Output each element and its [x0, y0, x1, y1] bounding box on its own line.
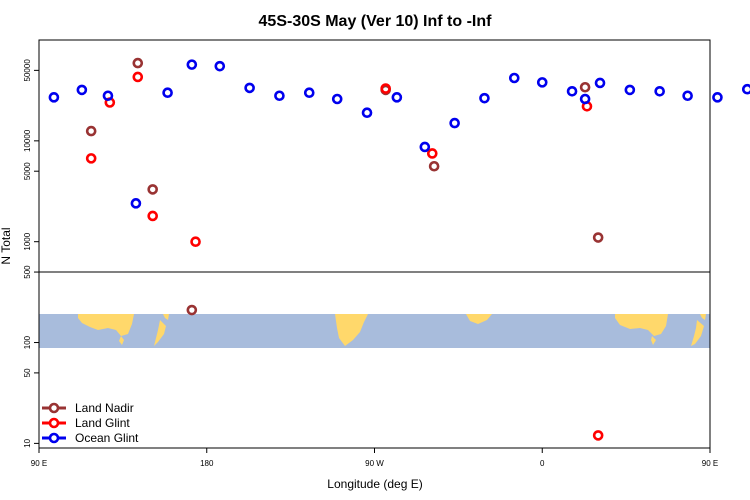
land-nadir-point — [147, 184, 158, 195]
ocean-glint-point — [479, 92, 490, 104]
land-glint-point — [426, 148, 438, 159]
land-nadir-point — [85, 125, 97, 137]
ocean-glint-point — [449, 117, 460, 129]
y-tick-label: 500 — [23, 265, 32, 279]
ocean-glint-point — [654, 85, 665, 97]
land-glint-point — [147, 210, 158, 222]
ocean-glint-point — [579, 93, 591, 105]
ocean-glint-point — [48, 92, 60, 103]
y-axis-label: N Total — [0, 227, 13, 264]
x-axis-label: Longitude (deg E) — [327, 477, 422, 491]
land-nadir-point — [132, 57, 144, 69]
land-shape — [163, 314, 169, 320]
land-glint-point — [132, 71, 144, 83]
land-shape — [466, 314, 492, 324]
ocean-glint-point — [391, 92, 403, 103]
x-tick-label: 0 — [540, 459, 545, 468]
x-tick-label: 90 E — [702, 459, 718, 468]
legend-marker-ocean-glint — [48, 432, 60, 444]
ocean-glint-point — [274, 90, 285, 102]
data-points — [48, 57, 750, 441]
ocean-glint-point — [186, 59, 198, 70]
y-tick-label: 50 — [23, 368, 32, 377]
world-map-strip — [39, 314, 710, 348]
legend-marker-land-glint — [48, 417, 60, 429]
land-shape — [119, 336, 124, 345]
ocean-glint-point — [361, 107, 373, 119]
y-tick-label: 10000 — [23, 129, 32, 152]
land-nadir-point — [579, 81, 591, 93]
land-glint-point — [190, 236, 201, 247]
ocean-glint-point — [508, 72, 520, 84]
y-tick-label: 10 — [23, 438, 32, 447]
land-shape — [700, 314, 706, 320]
ocean-glint-point — [130, 198, 142, 209]
land-shape — [651, 336, 656, 345]
land-shape — [615, 314, 668, 336]
plot-frame — [38, 39, 711, 449]
ocean-glint-point — [682, 90, 693, 102]
land-nadir-point — [428, 160, 440, 172]
ocean-glint-point — [303, 87, 315, 99]
land-nadir-point — [592, 232, 604, 243]
ocean-glint-point — [419, 141, 431, 153]
ocean-glint-point — [624, 84, 636, 96]
land-shape — [691, 320, 704, 346]
ocean-glint-point — [536, 77, 548, 88]
land-glint-point — [85, 153, 97, 164]
axes: 10 50 100 500 1000 5000 10000 50000 90 E 180 90 W 0… — [23, 39, 718, 468]
ocean-glint-point — [741, 83, 750, 95]
ocean-glint-point — [244, 82, 255, 94]
legend-marker-land-nadir — [48, 402, 60, 414]
legend-label-ocean-glint: Ocean Glint — [75, 431, 139, 445]
y-tick-label: 50000 — [23, 59, 32, 82]
legend-label-land-nadir: Land Nadir — [75, 401, 134, 415]
land-glint-point — [592, 430, 604, 441]
ocean-glint-point — [331, 93, 343, 105]
ocean-glint-point — [76, 84, 88, 96]
ocean-glint-point — [566, 85, 578, 97]
ocean-glint-point — [594, 77, 606, 89]
x-tick-label: 90 E — [31, 459, 47, 468]
land-shape — [335, 314, 368, 346]
x-tick-label: 180 — [200, 459, 214, 468]
y-tick-label: 100 — [23, 335, 32, 349]
land-glint-point — [380, 83, 391, 94]
legend-label-land-glint: Land Glint — [75, 416, 130, 430]
y-tick-label: 5000 — [23, 162, 32, 180]
y-tick-label: 1000 — [23, 232, 32, 250]
chart-title: 45S-30S May (Ver 10) Inf to -Inf — [259, 13, 493, 30]
ocean-band — [39, 314, 710, 348]
ocean-glint-point — [162, 87, 173, 99]
ocean-glint-point — [102, 90, 114, 102]
ocean-glint-point — [214, 60, 226, 72]
land-shape — [78, 314, 134, 336]
ocean-glint-point — [712, 92, 723, 103]
x-tick-label: 90 W — [365, 459, 384, 468]
land-nadir-point — [186, 304, 198, 316]
land-shape — [154, 320, 166, 346]
